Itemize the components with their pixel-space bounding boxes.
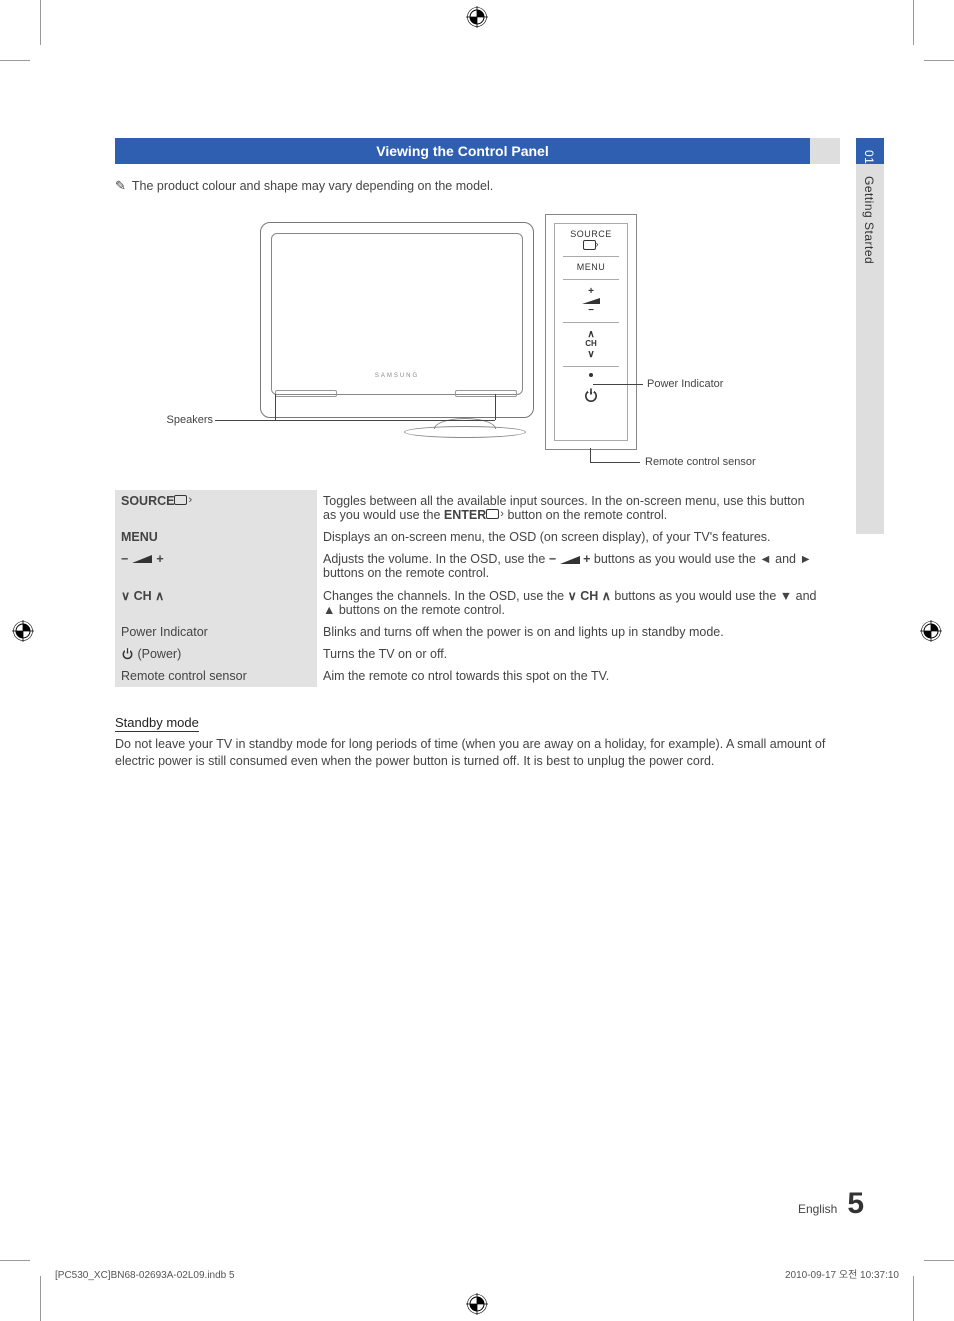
table-row: Remote control sensorAim the remote co n… <box>115 665 827 687</box>
crop-line <box>913 1276 914 1321</box>
callout-line <box>495 394 496 420</box>
table-row: Power IndicatorBlinks and turns off when… <box>115 621 827 643</box>
panel-divider <box>563 279 619 280</box>
footer-left: [PC530_XC]BN68-02693A-02L09.indb 5 <box>55 1270 235 1281</box>
content-area: Viewing the Control Panel ✎ The product … <box>115 138 875 770</box>
panel-vol-minus: − <box>588 305 594 316</box>
volume-icon <box>582 297 600 305</box>
tv-diagram: SAMSUNG Speakers SOURCE › <box>115 214 815 474</box>
panel-ch-down: ∨ <box>587 349 594 360</box>
table-label-cell: Remote control sensor <box>115 665 317 687</box>
source-icon: › <box>174 494 192 506</box>
panel-vol-plus: + <box>588 286 594 297</box>
power-indicator-dot <box>589 373 593 377</box>
panel-ch-label: CH <box>585 340 597 349</box>
panel-menu-button: MENU <box>577 263 606 273</box>
tv-stand-base <box>404 426 526 438</box>
crop-line <box>0 1260 30 1261</box>
table-label-cell: Power Indicator <box>115 621 317 643</box>
tv-speaker-grille <box>275 390 337 397</box>
crop-line <box>40 1276 41 1321</box>
speakers-label: Speakers <box>167 414 213 426</box>
section-title-bar: Viewing the Control Panel <box>115 138 840 164</box>
crop-line <box>924 1260 954 1261</box>
note-text: The product colour and shape may vary de… <box>132 179 493 193</box>
table-label-cell: − + <box>115 548 317 584</box>
page-language: English <box>798 1202 837 1216</box>
panel-source-button: SOURCE › <box>570 230 612 250</box>
power-icon <box>121 647 134 660</box>
remote-sensor-label: Remote control sensor <box>645 456 756 468</box>
crop-line <box>924 60 954 61</box>
tv-body: SAMSUNG <box>260 222 534 418</box>
page-number-area: English 5 <box>798 1187 864 1221</box>
page: 01 Getting Started Viewing the Control P… <box>0 0 954 1321</box>
table-desc-cell: Blinks and turns off when the power is o… <box>317 621 827 643</box>
callout-line <box>215 420 275 421</box>
table-desc-cell: Aim the remote co ntrol towards this spo… <box>317 665 827 687</box>
callout-line <box>275 420 495 421</box>
registration-mark-icon <box>12 620 34 642</box>
note-icon: ✎ <box>115 178 126 194</box>
table-label-cell: (Power) <box>115 643 317 665</box>
panel-source-label: SOURCE <box>570 230 612 240</box>
control-panel-inner: SOURCE › MENU + − ∧ <box>554 223 628 441</box>
callout-line <box>590 462 640 463</box>
tv-brand-logo: SAMSUNG <box>375 373 419 379</box>
table-row: (Power)Turns the TV on or off. <box>115 643 827 665</box>
panel-divider <box>563 366 619 367</box>
power-indicator-label: Power Indicator <box>647 378 723 390</box>
control-panel-box: SOURCE › MENU + − ∧ <box>545 214 637 450</box>
control-description-table: SOURCE›Toggles between all the available… <box>115 490 827 687</box>
crop-line <box>40 0 41 45</box>
table-desc-cell: Toggles between all the available input … <box>317 490 827 526</box>
callout-line <box>590 448 591 462</box>
section-title: Viewing the Control Panel <box>115 138 810 164</box>
panel-menu-label: MENU <box>577 263 606 273</box>
crop-line <box>0 60 30 61</box>
registration-mark-icon <box>466 6 488 28</box>
footer-right: 2010-09-17 오전 10:37:10 <box>785 1266 899 1281</box>
note-line: ✎ The product colour and shape may vary … <box>115 178 815 194</box>
table-label-cell: SOURCE› <box>115 490 317 526</box>
source-icon: › <box>583 240 598 250</box>
page-number: 5 <box>847 1187 864 1221</box>
registration-mark-icon <box>920 620 942 642</box>
table-label-cell: MENU <box>115 526 317 548</box>
panel-volume-up-button: + − <box>582 286 600 316</box>
enter-icon: › <box>486 508 504 520</box>
panel-power-area <box>583 373 599 403</box>
crop-line <box>913 0 914 45</box>
table-desc-cell: Displays an on-screen menu, the OSD (on … <box>317 526 827 548</box>
table-desc-cell: Turns the TV on or off. <box>317 643 827 665</box>
panel-divider <box>563 322 619 323</box>
callout-line <box>275 394 276 420</box>
standby-heading: Standby mode <box>115 715 199 732</box>
tv-speaker-grille <box>455 390 517 397</box>
registration-mark-icon <box>466 1293 488 1315</box>
panel-divider <box>563 256 619 257</box>
table-row: MENUDisplays an on-screen menu, the OSD … <box>115 526 827 548</box>
power-icon <box>583 387 599 403</box>
title-bar-gray-stub <box>810 138 840 164</box>
table-row: ∨ CH ∧Changes the channels. In the OSD, … <box>115 584 827 621</box>
panel-channel-button: ∧ CH ∨ <box>585 329 597 360</box>
table-row: − +Adjusts the volume. In the OSD, use t… <box>115 548 827 584</box>
table-desc-cell: Changes the channels. In the OSD, use th… <box>317 584 827 621</box>
table-desc-cell: Adjusts the volume. In the OSD, use the … <box>317 548 827 584</box>
table-label-cell: ∨ CH ∧ <box>115 584 317 621</box>
tv-screen <box>271 233 523 395</box>
callout-line <box>593 384 643 385</box>
table-row: SOURCE›Toggles between all the available… <box>115 490 827 526</box>
standby-text: Do not leave your TV in standby mode for… <box>115 736 827 770</box>
